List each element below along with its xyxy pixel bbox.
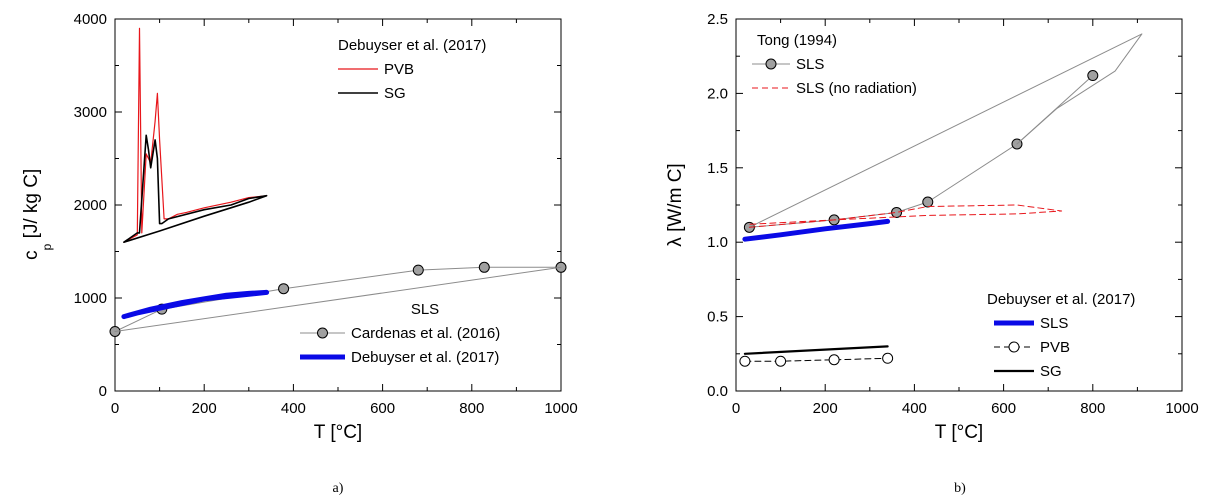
legend-label-tong_norad: SLS (no radiation) xyxy=(796,80,917,97)
legend-label-deb_pvb: PVB xyxy=(1040,339,1070,356)
legend-title: SLS xyxy=(411,301,439,318)
panel-caption: b) xyxy=(954,481,966,496)
legend-title: Debuyser et al. (2017) xyxy=(987,291,1135,308)
legend-label-deb_sls: SLS xyxy=(1040,315,1068,332)
y-tick-label: 0 xyxy=(99,383,107,400)
x-tick-label: 600 xyxy=(370,400,395,417)
data-point-tong_sls xyxy=(1087,70,1099,82)
chart-panel-b: 0 200 400 600 800 1000 0.0 0.5 1.0 1.5 2.0 2.5 T [°C… xyxy=(665,11,1199,496)
data-point-cardenas xyxy=(412,264,424,276)
x-axis-title: T [°C] xyxy=(935,422,983,443)
series-line-deb_sls xyxy=(742,218,891,242)
y-axis-title-unit: [J/ kg C] xyxy=(21,169,42,244)
y-tick-label: 2.5 xyxy=(707,11,728,28)
data-point-deb_pvb xyxy=(882,352,894,364)
data-point-tong_sls xyxy=(891,206,903,218)
y-axis-title: λ [W/m C] xyxy=(665,163,686,246)
series-line-cardenas_envelope xyxy=(114,266,562,332)
x-tick-label: 0 xyxy=(111,400,119,417)
series-line-debuyser_sls xyxy=(121,289,270,320)
series-line-pvb xyxy=(123,27,268,243)
x-tick-label: 1000 xyxy=(544,400,577,417)
x-tick-label: 0 xyxy=(732,400,740,417)
y-tick-label: 2000 xyxy=(74,197,107,214)
data-point-deb_pvb xyxy=(775,355,787,367)
series-line-deb_pvb xyxy=(744,357,889,362)
x-tick-label: 200 xyxy=(813,400,838,417)
data-point-cardenas xyxy=(478,261,490,273)
panel-caption: a) xyxy=(333,481,344,496)
x-tick-label: 800 xyxy=(1080,400,1105,417)
x-tick-label: 400 xyxy=(281,400,306,417)
legend-label-tong_sls: SLS xyxy=(796,56,824,73)
series-line-cardenas xyxy=(114,266,562,332)
y-tick-label: 1.5 xyxy=(707,160,728,177)
x-tick-label: 800 xyxy=(459,400,484,417)
y-tick-label: 1000 xyxy=(74,290,107,307)
legend-marker-deb_pvb xyxy=(1008,341,1020,353)
y-axis-title-sub: p xyxy=(40,243,54,250)
legend-label-debuyser_sls: Debuyser et al. (2017) xyxy=(351,349,499,366)
legend-label-sg: SG xyxy=(384,85,406,102)
y-axis-title: cp [J/ kg C] xyxy=(21,169,54,260)
series-line-tong_sls xyxy=(748,75,1094,228)
chart-panel-a: 0 200 400 600 800 1000 0 1000 2000 3000 4000 T [°C]… xyxy=(21,11,578,496)
y-tick-label: 0.5 xyxy=(707,309,728,326)
legend-label-deb_sg: SG xyxy=(1040,363,1062,380)
x-tick-label: 1000 xyxy=(1165,400,1198,417)
plot-frame xyxy=(735,18,1183,392)
legend-title: Debuyser et al. (2017) xyxy=(338,37,486,54)
series-line-tong_norad xyxy=(748,204,1063,228)
legend-title: Tong (1994) xyxy=(757,32,837,49)
y-tick-label: 3000 xyxy=(74,104,107,121)
data-point-cardenas xyxy=(278,283,290,295)
y-tick-label: 0.0 xyxy=(707,383,728,400)
legend-marker-cardenas xyxy=(317,327,328,339)
x-axis-title: T [°C] xyxy=(314,422,362,443)
y-tick-label: 4000 xyxy=(74,11,107,28)
y-axis-title-main: c xyxy=(21,250,42,259)
data-point-deb_pvb xyxy=(739,355,751,367)
series-line-sg xyxy=(123,134,268,243)
series-line-deb_sg xyxy=(743,345,889,355)
series-line-tong_sls_envelope xyxy=(748,33,1143,228)
legend-marker-tong_sls xyxy=(765,58,777,70)
data-point-deb_pvb xyxy=(828,354,840,366)
legend-label-pvb: PVB xyxy=(384,61,414,78)
x-tick-label: 400 xyxy=(902,400,927,417)
y-tick-label: 1.0 xyxy=(707,234,728,251)
data-point-tong_sls xyxy=(922,196,934,208)
x-tick-label: 200 xyxy=(192,400,217,417)
legend-label-cardenas: Cardenas et al. (2016) xyxy=(351,325,500,342)
y-tick-label: 2.0 xyxy=(707,85,728,102)
x-tick-label: 600 xyxy=(991,400,1016,417)
